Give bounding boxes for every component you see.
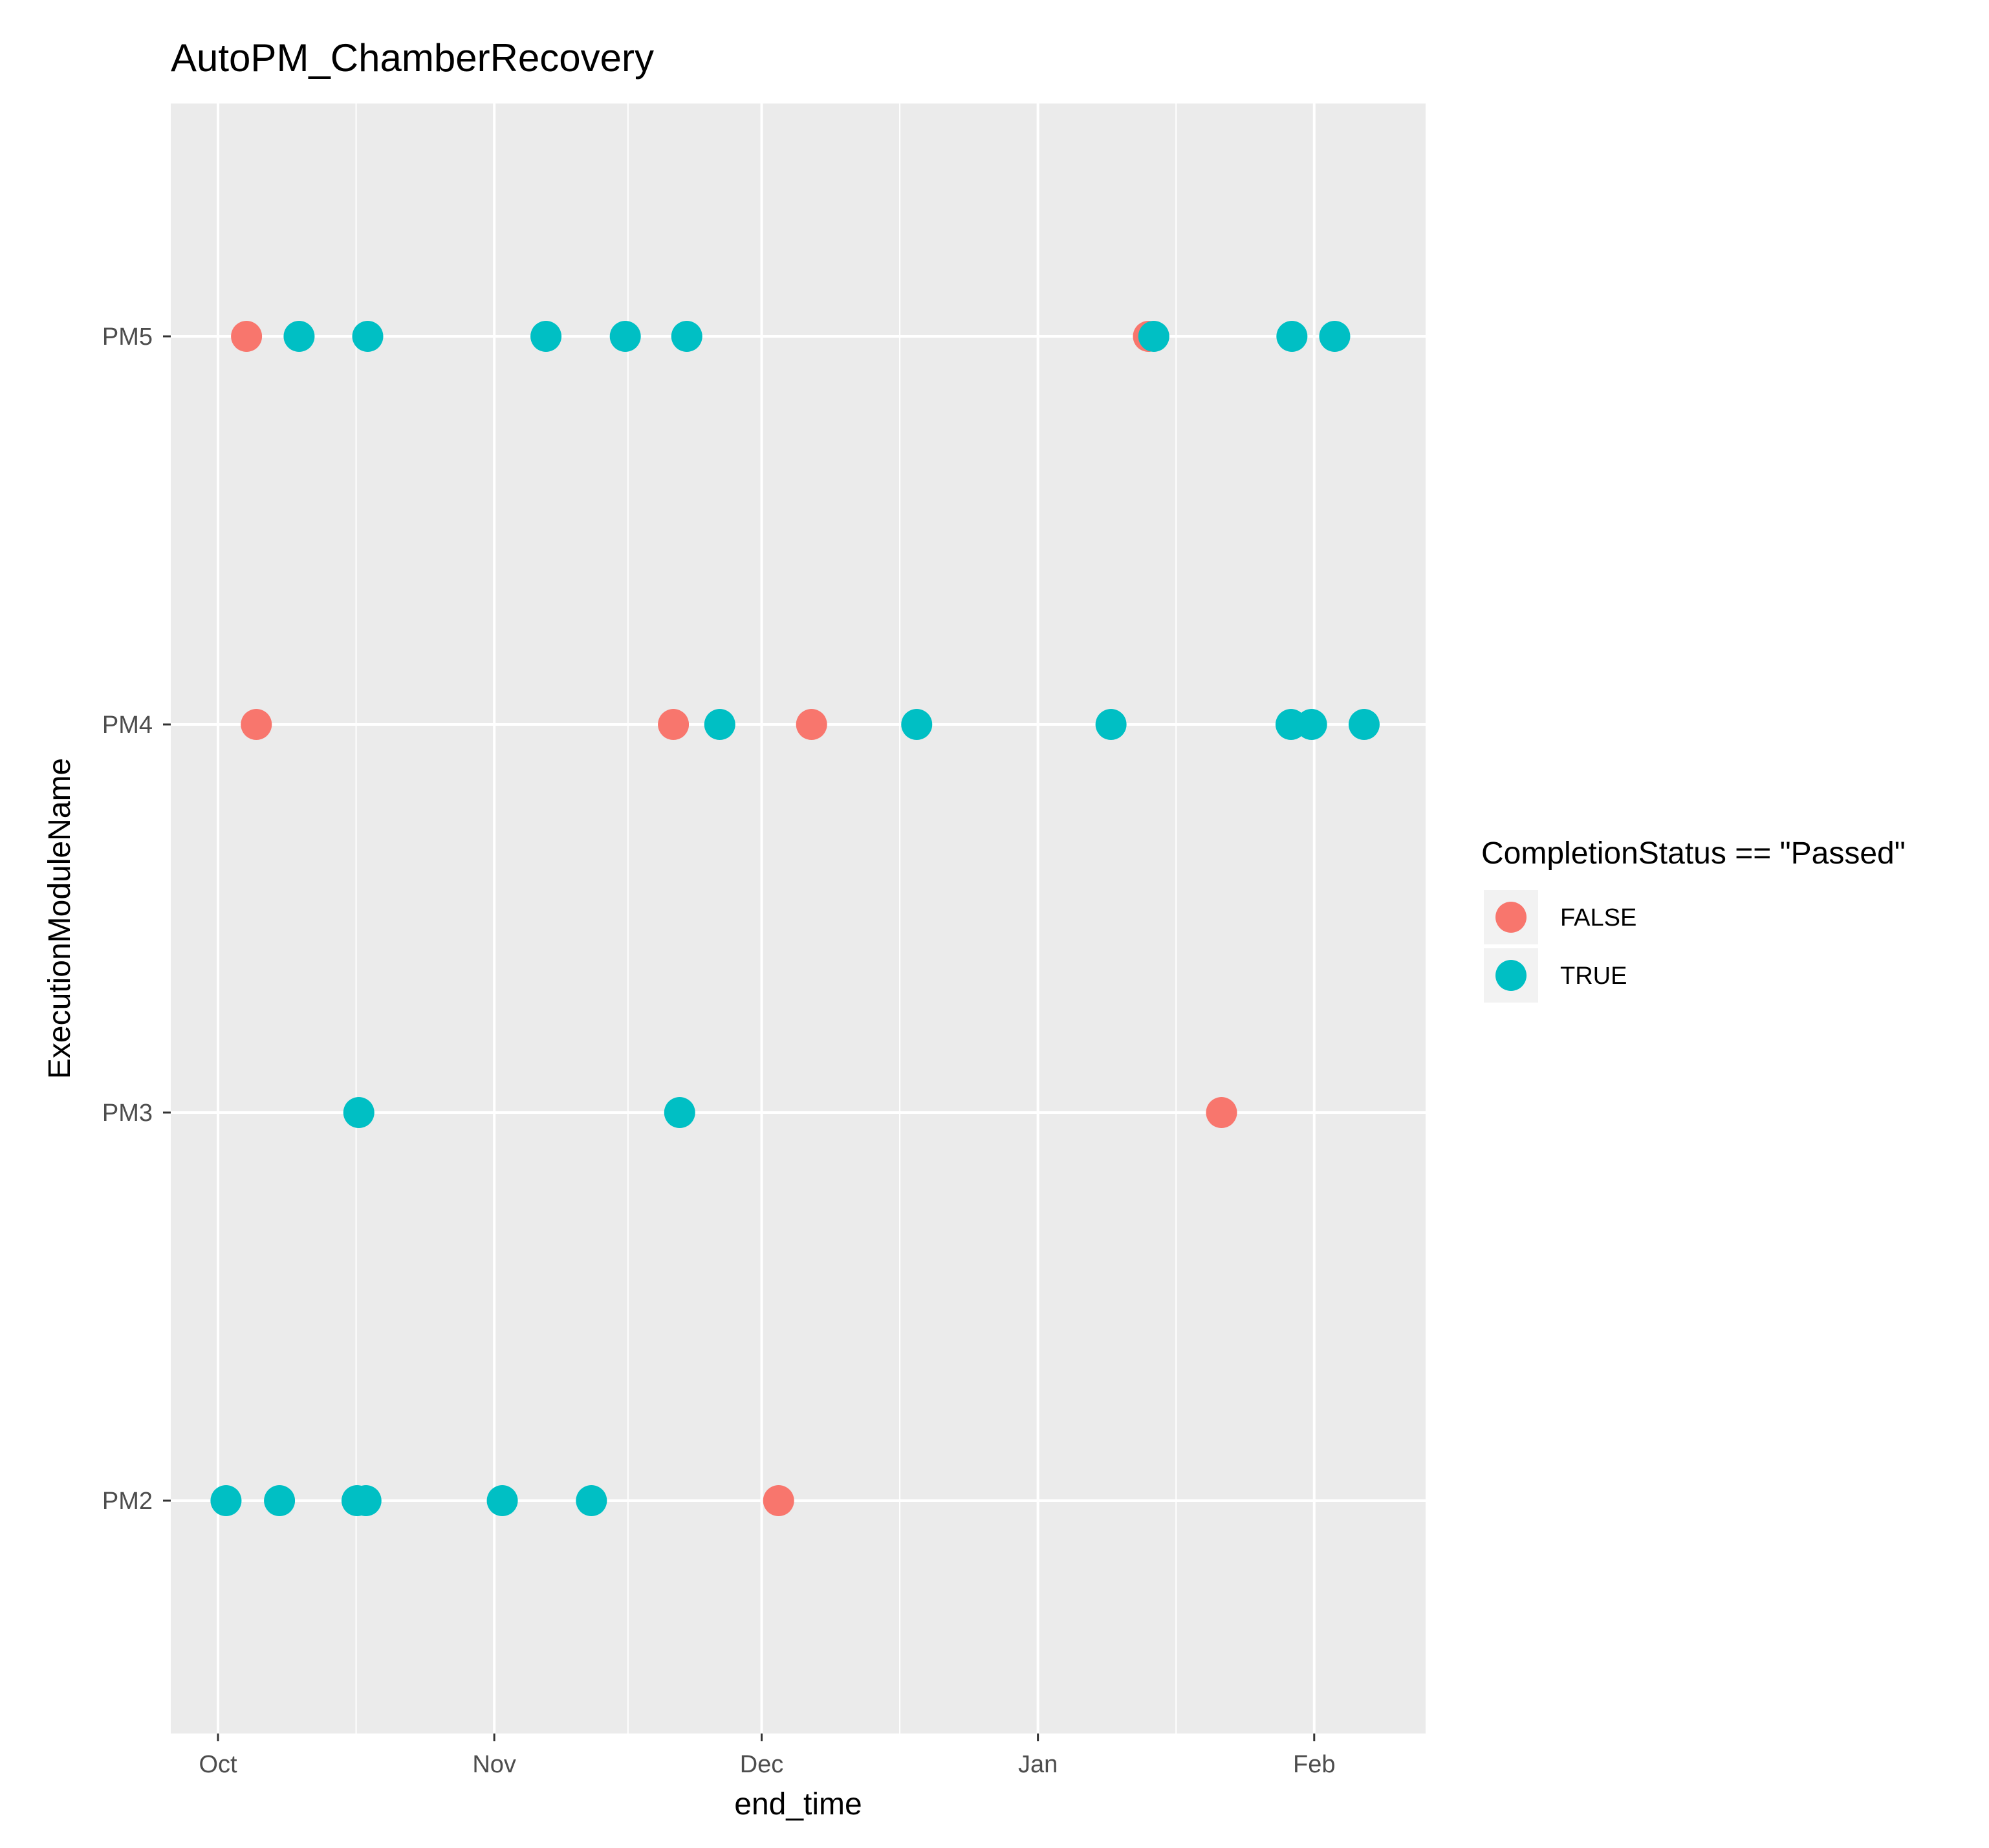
data-point-true [664, 1097, 695, 1128]
minor-gridlines [355, 103, 1177, 1734]
x-axis-title: end_time [734, 1787, 862, 1821]
x-axis: Oct Nov Dec Jan Feb [199, 1734, 1336, 1778]
legend-title: CompletionStatus == "Passed" [1481, 836, 1906, 871]
data-point-true [901, 709, 933, 740]
data-point-true [264, 1485, 296, 1516]
data-point-true [343, 1097, 375, 1128]
legend-key-true [1495, 960, 1527, 991]
data-point-true [1319, 321, 1351, 352]
data-point-true [210, 1485, 242, 1516]
legend: CompletionStatus == "Passed" FALSE TRUE [1481, 836, 1906, 1003]
y-tick-label: PM3 [102, 1100, 153, 1127]
legend-key-false [1495, 902, 1527, 933]
data-point-true [1095, 709, 1127, 740]
data-point-true [1276, 321, 1308, 352]
plot-panel [171, 103, 1426, 1734]
data-point-false [241, 709, 272, 740]
data-point-true [1296, 709, 1327, 740]
y-tick-label: PM4 [102, 712, 153, 739]
x-tick-label: Feb [1293, 1751, 1335, 1778]
data-point-false [763, 1485, 794, 1516]
x-tick-label: Jan [1018, 1751, 1058, 1778]
y-axis: PM2 PM3 PM4 PM5 [102, 323, 171, 1515]
data-point-false [231, 321, 263, 352]
x-tick-label: Oct [199, 1751, 237, 1778]
y-tick-label: PM2 [102, 1488, 153, 1515]
data-point-true [486, 1485, 518, 1516]
data-point-false [1206, 1097, 1237, 1128]
data-point-true [609, 321, 641, 352]
data-point-true [671, 321, 702, 352]
chart-title: AutoPM_ChamberRecovery [171, 36, 654, 80]
data-point-true [1138, 321, 1169, 352]
plot-panel-background [171, 103, 1426, 1734]
data-point-true [530, 321, 562, 352]
data-point-true [283, 321, 315, 352]
data-point-true [704, 709, 735, 740]
data-point-true [576, 1485, 607, 1516]
x-tick-label: Nov [472, 1751, 516, 1778]
data-points [210, 321, 1380, 1516]
x-tick-label: Dec [740, 1751, 784, 1778]
legend-label-true: TRUE [1560, 962, 1627, 990]
legend-items: FALSE TRUE [1484, 890, 1636, 1003]
data-point-false [796, 709, 827, 740]
data-point-true [1348, 709, 1380, 740]
y-tick-label: PM5 [102, 323, 153, 351]
data-point-true [352, 321, 384, 352]
data-point-false [658, 709, 690, 740]
y-axis-title: ExecutionModuleName [43, 758, 77, 1079]
legend-label-false: FALSE [1560, 904, 1636, 931]
data-point-true [350, 1485, 382, 1516]
